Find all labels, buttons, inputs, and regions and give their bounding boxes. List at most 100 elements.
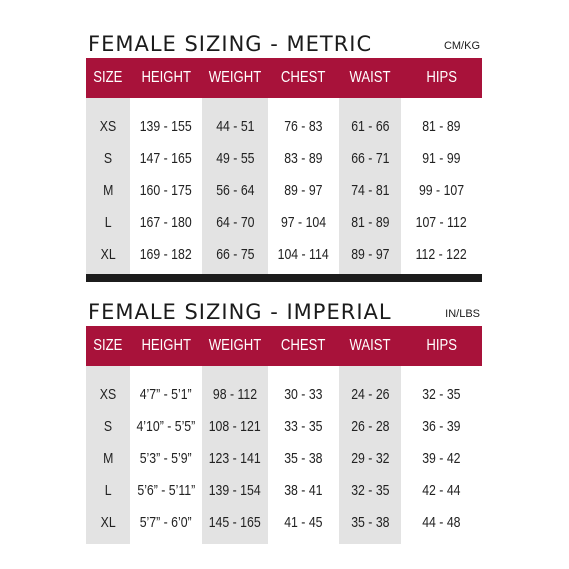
metric-cell-value: 139 - 155 bbox=[140, 117, 192, 135]
metric-cell-hips: 91 - 99 bbox=[401, 142, 482, 174]
metric-header-chest: CHEST bbox=[268, 58, 339, 98]
metric-cell-value: S bbox=[103, 149, 113, 167]
metric-cell-value: 89 - 97 bbox=[350, 245, 390, 263]
table-row: M 5’3” - 5’9” 123 - 141 35 - 38 29 - 32 39 - … bbox=[86, 442, 482, 474]
metric-cell-waist: 66 - 71 bbox=[339, 142, 401, 174]
metric-header-weight: WEIGHT bbox=[202, 58, 268, 98]
table-row: S 4’10” - 5’5” 108 - 121 33 - 35 26 - 28 36 -… bbox=[86, 410, 482, 442]
imperial-cell-value: 139 - 154 bbox=[209, 481, 261, 499]
metric-cell-hips: 81 - 89 bbox=[401, 98, 482, 142]
metric-cell-value: 76 - 83 bbox=[284, 117, 323, 135]
imperial-size-table: SIZE HEIGHT WEIGHT CHEST WAIST HIPS XS 4’7” - … bbox=[86, 326, 482, 544]
table-row: L 167 - 180 64 - 70 97 - 104 81 - 89 107 - 11… bbox=[86, 206, 482, 238]
metric-cell-value: 64 - 70 bbox=[215, 213, 255, 231]
table-row: XS 4’7” - 5’1” 98 - 112 30 - 33 24 - 26 32 - … bbox=[86, 366, 482, 410]
imperial-cell-value: 29 - 32 bbox=[350, 449, 390, 467]
metric-header-label: WAIST bbox=[349, 69, 391, 86]
imperial-cell-value: 4’10” - 5’5” bbox=[136, 417, 196, 435]
metric-header-size: SIZE bbox=[86, 58, 130, 98]
metric-header-row: SIZE HEIGHT WEIGHT CHEST WAIST HIPS bbox=[86, 58, 482, 98]
metric-cell-height: 139 - 155 bbox=[130, 98, 202, 142]
imperial-cell-value: 44 - 48 bbox=[422, 513, 461, 531]
metric-cell-value: 160 - 175 bbox=[140, 181, 192, 199]
table-row: XL 169 - 182 66 - 75 104 - 114 89 - 97 112 - … bbox=[86, 238, 482, 276]
metric-cell-value: 49 - 55 bbox=[215, 149, 255, 167]
metric-section: FEMALE SIZING - METRIC CM/KG SIZE HEIGHT W… bbox=[86, 22, 482, 276]
imperial-header-label: HIPS bbox=[426, 337, 457, 354]
imperial-cell-size: L bbox=[86, 474, 130, 506]
metric-cell-chest: 76 - 83 bbox=[268, 98, 339, 142]
imperial-cell-value: 30 - 33 bbox=[284, 385, 323, 403]
metric-header-label: HEIGHT bbox=[141, 69, 191, 86]
metric-cell-height: 167 - 180 bbox=[130, 206, 202, 238]
imperial-cell-size: XL bbox=[86, 506, 130, 544]
metric-cell-size: L bbox=[86, 206, 130, 238]
metric-cell-weight: 56 - 64 bbox=[202, 174, 268, 206]
imperial-title: FEMALE SIZING - IMPERIAL bbox=[88, 300, 392, 324]
imperial-cell-size: M bbox=[86, 442, 130, 474]
imperial-cell-height: 5’6” - 5’11” bbox=[130, 474, 202, 506]
metric-title-row: FEMALE SIZING - METRIC CM/KG bbox=[86, 22, 482, 58]
metric-header-label: CHEST bbox=[281, 69, 326, 86]
imperial-header-weight: WEIGHT bbox=[202, 326, 268, 366]
metric-header-height: HEIGHT bbox=[130, 58, 202, 98]
metric-cell-value: 74 - 81 bbox=[350, 181, 390, 199]
metric-cell-height: 169 - 182 bbox=[130, 238, 202, 276]
metric-header-waist: WAIST bbox=[339, 58, 401, 98]
metric-cell-waist: 81 - 89 bbox=[339, 206, 401, 238]
metric-cell-value: XL bbox=[100, 245, 116, 263]
imperial-cell-waist: 35 - 38 bbox=[339, 506, 401, 544]
imperial-cell-weight: 145 - 165 bbox=[202, 506, 268, 544]
metric-cell-weight: 64 - 70 bbox=[202, 206, 268, 238]
imperial-header-label: WAIST bbox=[349, 337, 391, 354]
imperial-cell-value: 42 - 44 bbox=[422, 481, 461, 499]
metric-cell-value: 89 - 97 bbox=[284, 181, 323, 199]
imperial-cell-value: 35 - 38 bbox=[284, 449, 323, 467]
imperial-cell-weight: 139 - 154 bbox=[202, 474, 268, 506]
metric-cell-weight: 66 - 75 bbox=[202, 238, 268, 276]
metric-cell-value: 66 - 75 bbox=[215, 245, 255, 263]
metric-cell-weight: 44 - 51 bbox=[202, 98, 268, 142]
imperial-cell-value: 5’3” - 5’9” bbox=[140, 449, 192, 467]
imperial-cell-hips: 42 - 44 bbox=[401, 474, 482, 506]
metric-header-label: HIPS bbox=[426, 69, 457, 86]
imperial-cell-weight: 98 - 112 bbox=[202, 366, 268, 410]
imperial-cell-value: 35 - 38 bbox=[350, 513, 390, 531]
metric-cell-hips: 112 - 122 bbox=[401, 238, 482, 276]
metric-cell-chest: 97 - 104 bbox=[268, 206, 339, 238]
imperial-header-hips: HIPS bbox=[401, 326, 482, 366]
imperial-cell-weight: 123 - 141 bbox=[202, 442, 268, 474]
imperial-cell-chest: 33 - 35 bbox=[268, 410, 339, 442]
imperial-cell-value: S bbox=[103, 417, 113, 435]
imperial-table-body: XS 4’7” - 5’1” 98 - 112 30 - 33 24 - 26 32 - … bbox=[86, 366, 482, 544]
table-row: M 160 - 175 56 - 64 89 - 97 74 - 81 99 - 107 bbox=[86, 174, 482, 206]
metric-header-label: WEIGHT bbox=[208, 69, 262, 86]
metric-cell-waist: 74 - 81 bbox=[339, 174, 401, 206]
imperial-cell-value: M bbox=[102, 449, 114, 467]
imperial-header-height: HEIGHT bbox=[130, 326, 202, 366]
metric-cell-waist: 89 - 97 bbox=[339, 238, 401, 276]
imperial-header-waist: WAIST bbox=[339, 326, 401, 366]
imperial-cell-size: S bbox=[86, 410, 130, 442]
imperial-cell-value: L bbox=[104, 481, 112, 499]
imperial-cell-hips: 39 - 42 bbox=[401, 442, 482, 474]
imperial-cell-value: 38 - 41 bbox=[284, 481, 323, 499]
metric-cell-weight: 49 - 55 bbox=[202, 142, 268, 174]
imperial-header-label: HEIGHT bbox=[141, 337, 191, 354]
imperial-cell-value: 4’7” - 5’1” bbox=[140, 385, 192, 403]
imperial-cell-height: 5’3” - 5’9” bbox=[130, 442, 202, 474]
imperial-header-size: SIZE bbox=[86, 326, 130, 366]
imperial-cell-height: 4’10” - 5’5” bbox=[130, 410, 202, 442]
metric-cell-size: XS bbox=[86, 98, 130, 142]
metric-header-label: SIZE bbox=[93, 69, 123, 86]
metric-unit: CM/KG bbox=[443, 40, 480, 52]
metric-cell-value: 44 - 51 bbox=[215, 117, 255, 135]
imperial-header-label: WEIGHT bbox=[208, 337, 262, 354]
imperial-cell-value: XS bbox=[99, 385, 117, 403]
metric-cell-value: 91 - 99 bbox=[422, 149, 461, 167]
metric-cell-value: 81 - 89 bbox=[350, 213, 390, 231]
imperial-cell-value: 33 - 35 bbox=[284, 417, 323, 435]
imperial-cell-waist: 32 - 35 bbox=[339, 474, 401, 506]
imperial-cell-hips: 36 - 39 bbox=[401, 410, 482, 442]
metric-cell-value: 61 - 66 bbox=[350, 117, 390, 135]
